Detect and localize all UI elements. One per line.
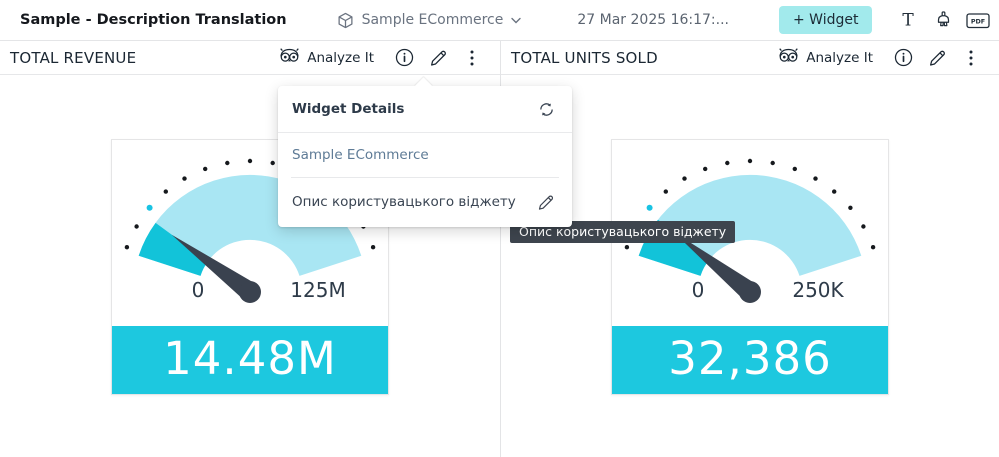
widget-panel-total-revenue: TOTAL REVENUE Analyze It <box>0 41 500 457</box>
gauge-max-label: 125M <box>290 278 345 302</box>
gauge-tick-dot <box>124 245 130 250</box>
popover-title: Widget Details <box>292 101 405 117</box>
gauge-tick-dot <box>703 166 708 172</box>
gauge-tick-dot <box>270 160 275 166</box>
edit-description-pencil-button[interactable] <box>534 190 558 214</box>
widget-info-button[interactable] <box>891 46 915 70</box>
gauge-tick-dot <box>163 189 168 194</box>
dashboard-title: Sample - Description Translation <box>20 12 287 28</box>
gauge-tick-dot <box>861 224 866 229</box>
popover-description-row: Опис користувацького віджету <box>278 178 572 227</box>
widget-title: TOTAL UNITS SOLD <box>511 48 658 67</box>
gauge-min-label: 0 <box>692 278 705 302</box>
gauge-tick-dot <box>848 205 853 210</box>
widget-description-text: Опис користувацького віджету <box>292 194 516 210</box>
gauge-tick-dot <box>747 158 753 164</box>
gauge-tick-dot <box>725 160 730 166</box>
text-tool-button[interactable]: T <box>896 8 920 32</box>
gauge-tick-dot <box>813 176 818 181</box>
widget-edit-pencil-button[interactable] <box>426 46 450 70</box>
owl-analyze-icon <box>777 47 800 69</box>
widget-controls: Analyze It <box>278 46 484 70</box>
widget-title: TOTAL REVENUE <box>10 48 137 67</box>
popover-header: Widget Details <box>278 86 572 133</box>
gauge-needle <box>673 232 757 300</box>
gauge-needle <box>171 234 256 301</box>
gauge-max-label: 250K <box>792 278 844 302</box>
gauge-tick-dot <box>624 245 630 250</box>
widget-header: TOTAL REVENUE Analyze It <box>0 41 500 75</box>
popover-datasource-link[interactable]: Sample ECommerce <box>292 147 429 163</box>
indicator-value-banner: 14.48M <box>112 326 388 394</box>
toolbar-icon-group: T PDF <box>896 8 999 32</box>
gauge-tick-dot <box>203 166 208 172</box>
gauge-needle-pivot <box>739 281 761 303</box>
gauge-tick-dot <box>832 189 837 194</box>
gauge-value-marker-dot <box>646 204 653 211</box>
widget-header: TOTAL UNITS SOLD Analyze It <box>501 41 999 75</box>
indicator-value-banner: 32,386 <box>612 326 888 394</box>
widget-edit-pencil-button[interactable] <box>925 46 949 70</box>
analyze-it-label: Analyze It <box>307 49 374 66</box>
svg-text:PDF: PDF <box>971 17 985 25</box>
add-widget-button[interactable]: + Widget <box>779 6 873 34</box>
gauge-value-marker-dot <box>146 204 153 211</box>
gauge-tick-dot <box>247 158 253 164</box>
widget-info-button[interactable] <box>392 46 416 70</box>
widget-controls: Analyze It <box>777 46 983 70</box>
owl-analyze-icon <box>278 47 301 69</box>
refresh-icon[interactable] <box>534 97 558 121</box>
top-toolbar: Sample - Description Translation Sample … <box>0 0 999 41</box>
analyze-it-button[interactable]: Analyze It <box>278 47 374 69</box>
gauge-tick-dot <box>182 176 187 181</box>
svg-text:T: T <box>903 11 915 31</box>
widget-kebab-menu[interactable] <box>959 46 983 70</box>
gauge-tick-dot <box>225 160 230 166</box>
indicator-widget-card: 0 250K 32,386 <box>611 139 889 395</box>
widget-panel-total-units-sold: TOTAL UNITS SOLD Analyze It <box>500 41 999 457</box>
gauge-tick-dot <box>134 224 139 229</box>
chevron-down-icon[interactable] <box>511 17 522 24</box>
restyle-brush-button[interactable] <box>931 8 955 32</box>
gauge-arc-fill <box>138 222 208 276</box>
gauge-tick-dot <box>663 189 668 194</box>
widget-kebab-menu[interactable] <box>460 46 484 70</box>
gauge-min-label: 0 <box>192 278 205 302</box>
gauge-tick-dot <box>682 176 687 181</box>
analyze-it-label: Analyze It <box>806 49 873 66</box>
gauge-needle-pivot <box>239 281 261 303</box>
widget-details-popover: Widget Details Sample ECommerce Опис кор… <box>278 77 572 227</box>
gauge-tick-dot <box>770 160 775 166</box>
dashboard-canvas: TOTAL REVENUE Analyze It <box>0 41 999 457</box>
gauge-tick-dot <box>870 245 876 250</box>
analyze-it-button[interactable]: Analyze It <box>777 47 873 69</box>
datasource-selector[interactable]: Sample ECommerce <box>361 12 504 28</box>
dashboard-datetime[interactable]: 27 Mar 2025 16:17:... <box>577 12 729 28</box>
datasource-cube-icon <box>337 12 354 29</box>
gauge-tick-dot <box>370 245 376 250</box>
export-pdf-button[interactable]: PDF <box>966 8 991 32</box>
popover-divider <box>291 177 559 178</box>
gauge-tick-dot <box>792 166 797 172</box>
